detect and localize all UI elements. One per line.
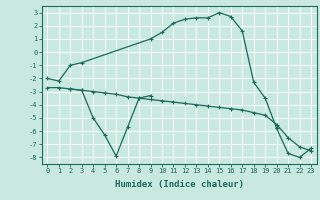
X-axis label: Humidex (Indice chaleur): Humidex (Indice chaleur): [115, 180, 244, 189]
